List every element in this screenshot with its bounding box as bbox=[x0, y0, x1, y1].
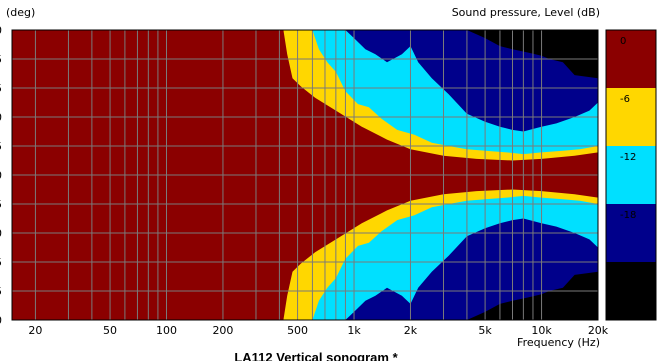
plot-frame bbox=[11, 29, 599, 321]
y-tick-label: 5 bbox=[0, 82, 2, 95]
color-scale: 0 -6 -12 -18 -24 bbox=[605, 29, 657, 321]
color-scale-label: -6 bbox=[620, 94, 630, 105]
x-tick-label: 20k bbox=[588, 324, 609, 337]
band-minus18 bbox=[345, 30, 598, 320]
x-tick-label: 100 bbox=[156, 324, 177, 337]
color-scale-swatch bbox=[606, 88, 656, 146]
y-tick-label: 0 bbox=[0, 227, 2, 240]
x-axis-ticks: 20 50 100 200 500 1k 2k 5k 10k 20k bbox=[28, 324, 608, 337]
x-tick-label: 500 bbox=[287, 324, 308, 337]
y-tick-label: 0 bbox=[0, 24, 2, 37]
y-tick-label: 5 bbox=[0, 53, 2, 66]
y-tick-label: 0 bbox=[0, 314, 2, 327]
color-scale-label: -12 bbox=[620, 152, 636, 163]
colorbar-label: Sound pressure, Level (dB) bbox=[452, 6, 600, 19]
chart-title: LA112 Vertical sonogram * bbox=[234, 350, 398, 361]
color-scale-label: -18 bbox=[620, 210, 636, 221]
color-scale-frame bbox=[605, 29, 657, 321]
color-scale-label: 0 bbox=[620, 36, 626, 47]
plot-area bbox=[12, 30, 598, 320]
x-axis-label: Frequency (Hz) bbox=[517, 336, 600, 349]
color-scale-label: -24 bbox=[620, 306, 636, 317]
x-tick-label: 20 bbox=[28, 324, 42, 337]
y-tick-label: 0 bbox=[0, 111, 2, 124]
y-tick-label: 5 bbox=[0, 256, 2, 269]
gridlines bbox=[12, 30, 598, 320]
x-tick-label: 5k bbox=[478, 324, 492, 337]
y-tick-label: 5 bbox=[0, 198, 2, 211]
x-tick-label: 50 bbox=[103, 324, 117, 337]
y-tick-label: 0 bbox=[0, 169, 2, 182]
y-tick-label: 5 bbox=[0, 140, 2, 153]
color-scale-swatch bbox=[606, 146, 656, 204]
y-axis-ticks: 0 5 5 0 5 0 5 0 5 5 0 bbox=[0, 24, 2, 327]
color-scale-swatch bbox=[606, 30, 656, 88]
x-tick-label: 10k bbox=[531, 324, 552, 337]
x-tick-label: 200 bbox=[212, 324, 233, 337]
y-tick-label: 5 bbox=[0, 285, 2, 298]
color-scale-swatch bbox=[606, 262, 656, 320]
x-tick-label: 1k bbox=[347, 324, 361, 337]
x-tick-label: 2k bbox=[404, 324, 418, 337]
y-axis-unit-label: (deg) bbox=[6, 6, 35, 19]
color-scale-swatch bbox=[606, 204, 656, 262]
